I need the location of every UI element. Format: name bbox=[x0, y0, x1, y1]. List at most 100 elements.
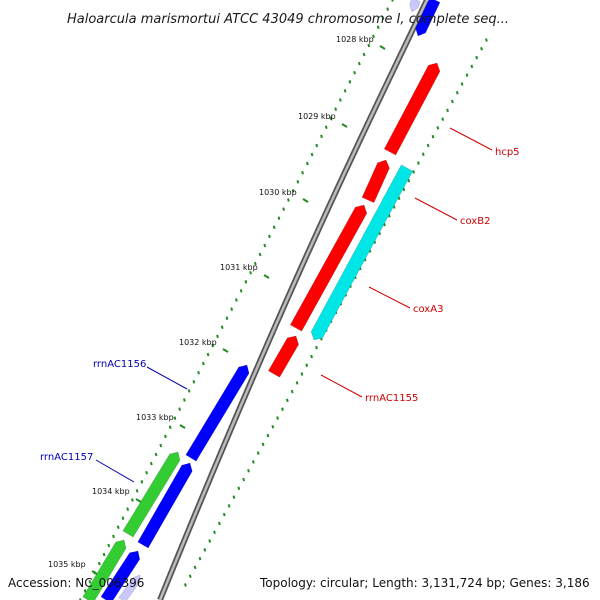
tick-dot bbox=[159, 443, 163, 448]
tick-dot bbox=[465, 73, 469, 77]
gene-label-rrnac1156[interactable]: rrnAC1156 bbox=[93, 359, 146, 370]
tick-dot bbox=[397, 196, 401, 200]
callout-line bbox=[449, 127, 493, 151]
tick-dot bbox=[102, 552, 106, 557]
tick-dot bbox=[290, 389, 294, 394]
tick-dot bbox=[436, 126, 440, 130]
tick-dot bbox=[218, 521, 221, 526]
gene-label-rrnac1157[interactable]: rrnAC1157 bbox=[40, 452, 93, 463]
tick-dot bbox=[362, 52, 366, 57]
tick-dot bbox=[198, 556, 202, 561]
tick-dot bbox=[237, 486, 241, 491]
tick-marks: 1028 kbp 1029 kbp 1030 kbp 1031 kbp 1032 kbp… bbox=[48, 35, 386, 575]
tick-dot bbox=[261, 442, 265, 447]
tick-dot bbox=[206, 352, 210, 357]
tick-dot bbox=[107, 543, 111, 548]
tick-dot bbox=[222, 512, 226, 517]
tick-label: 1031 kbp bbox=[220, 263, 258, 272]
tick-dot bbox=[249, 270, 252, 275]
chromosome-backbone bbox=[157, 0, 430, 600]
tick-dot bbox=[334, 107, 338, 111]
tick-dot bbox=[192, 380, 196, 384]
tick-dot bbox=[197, 370, 200, 375]
map-title: Haloarcula marismortui ATCC 43049 chromo… bbox=[67, 12, 509, 27]
tick-dot bbox=[88, 580, 92, 584]
gene-arrow-reverse-b[interactable] bbox=[137, 462, 193, 549]
tick-mark bbox=[91, 570, 98, 575]
gene-label-hcp5[interactable]: hcp5 bbox=[495, 147, 520, 158]
label-callouts bbox=[95, 127, 493, 483]
tick-dot bbox=[386, 7, 390, 11]
tick-dot bbox=[329, 116, 333, 120]
gene-label-coxa3[interactable]: coxA3 bbox=[413, 304, 443, 315]
gene-arrow-rrnac1155[interactable] bbox=[268, 335, 299, 378]
tick-dot bbox=[315, 143, 319, 148]
tick-dot bbox=[310, 354, 313, 359]
tick-dot bbox=[475, 55, 479, 60]
tick-dot bbox=[227, 504, 231, 508]
tick-dot bbox=[242, 477, 246, 482]
tick-mark bbox=[263, 274, 270, 279]
accession-text: Accession: NC_006396 bbox=[8, 576, 144, 590]
callout-line bbox=[146, 366, 188, 390]
tick-dot bbox=[281, 407, 284, 411]
tick-label: 1029 kbp bbox=[298, 112, 336, 121]
tick-dot-tracks bbox=[79, 0, 488, 600]
gene-label-rrnac1155[interactable]: rrnAC1155 bbox=[365, 393, 418, 404]
tick-dot bbox=[305, 363, 309, 367]
callout-line bbox=[414, 197, 458, 221]
gene-arrow-hcp5[interactable] bbox=[383, 62, 441, 156]
tick-dot bbox=[441, 117, 445, 121]
tick-dot bbox=[97, 561, 101, 566]
tick-dot bbox=[343, 89, 347, 93]
tick-label: 1030 kbp bbox=[259, 188, 297, 197]
tick-dot bbox=[230, 307, 234, 311]
tick-dot bbox=[300, 372, 304, 376]
tick-dot bbox=[376, 25, 380, 30]
gene-arrow-rrnac1157[interactable] bbox=[122, 451, 181, 538]
tick-dot bbox=[451, 99, 454, 104]
gene-arrow-top[interactable] bbox=[415, 0, 441, 37]
tick-dot bbox=[391, 0, 394, 2]
tick-dot bbox=[121, 516, 125, 520]
gene-arrow-coxb2[interactable] bbox=[361, 159, 390, 203]
tick-dot bbox=[367, 43, 371, 48]
tick-dot bbox=[131, 498, 134, 502]
tick-dot bbox=[178, 407, 182, 411]
tick-dot bbox=[126, 507, 130, 511]
tick-dot bbox=[282, 207, 286, 211]
gene-arrow-coxb2-long[interactable] bbox=[289, 204, 368, 332]
tick-dot bbox=[285, 398, 289, 403]
tick-dot bbox=[256, 451, 260, 455]
tick-dot bbox=[135, 489, 139, 493]
gene-arrow-coxa3[interactable] bbox=[310, 164, 414, 341]
gene-arrow-reverse-faded[interactable] bbox=[118, 574, 141, 600]
tick-dot bbox=[353, 70, 356, 75]
tick-dot bbox=[315, 345, 318, 350]
tick-dot bbox=[301, 170, 304, 175]
callout-line bbox=[320, 374, 363, 398]
tick-dot bbox=[149, 461, 153, 466]
tick-dot bbox=[291, 189, 295, 193]
gene-arrow-reverse-c[interactable] bbox=[82, 539, 127, 600]
tick-dot bbox=[213, 530, 216, 535]
tick-dot bbox=[417, 161, 420, 165]
tick-dot bbox=[272, 225, 276, 230]
gene-arrow-reverse-d[interactable] bbox=[100, 550, 141, 600]
gene-arrow-rrnac1156[interactable] bbox=[185, 364, 250, 462]
tick-dot bbox=[431, 134, 435, 139]
gene-label-coxb2[interactable]: coxB2 bbox=[460, 216, 490, 227]
tick-mark bbox=[135, 498, 142, 503]
callout-line bbox=[95, 459, 135, 483]
tick-dot bbox=[252, 460, 255, 464]
tick-dot bbox=[193, 565, 197, 570]
tick-dot bbox=[455, 90, 459, 95]
gene-arrow-top-faded[interactable] bbox=[409, 0, 421, 13]
tick-dot bbox=[203, 548, 207, 552]
genome-stats-text: Topology: circular; Length: 3,131,724 bp… bbox=[259, 576, 590, 590]
tick-dot bbox=[258, 252, 262, 257]
tick-dot bbox=[188, 574, 192, 578]
tick-dot bbox=[145, 470, 148, 475]
tick-dot bbox=[235, 298, 238, 302]
